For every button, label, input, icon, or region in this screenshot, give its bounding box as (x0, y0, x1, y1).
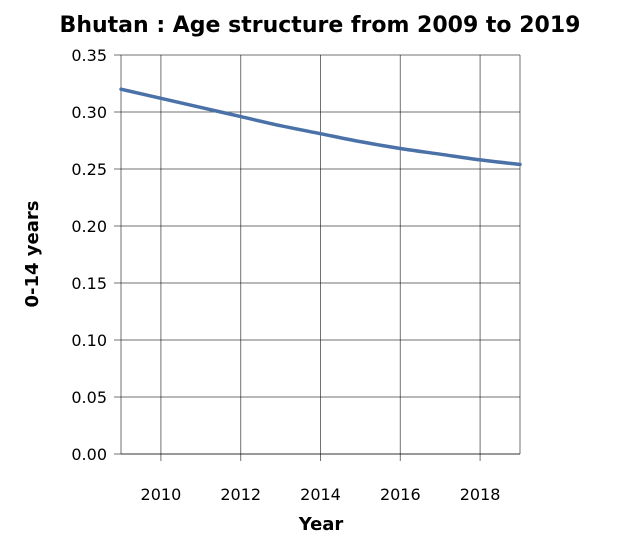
x-tick-label: 2012 (220, 485, 261, 504)
y-axis-label: 0-14 years (22, 201, 43, 308)
x-tick-label: 2014 (300, 485, 341, 504)
x-axis-ticks: 2010 2012 2014 2016 2018 (141, 485, 501, 504)
y-tick-label: 0.30 (71, 103, 107, 122)
y-tick-label: 0.20 (71, 217, 107, 236)
y-tick-label: 0.10 (71, 331, 107, 350)
gridlines (114, 54, 521, 461)
chart-title: Bhutan : Age structure from 2009 to 2019 (60, 13, 581, 38)
y-tick-label: 0.00 (71, 445, 107, 464)
y-tick-label: 0.15 (71, 274, 107, 293)
x-tick-label: 2016 (380, 485, 421, 504)
series-group (119, 87, 522, 167)
x-tick-label: 2018 (460, 485, 501, 504)
y-tick-label: 0.25 (71, 160, 107, 179)
series-line (119, 87, 522, 167)
x-axis-label: Year (298, 514, 344, 535)
x-tick-label: 2010 (141, 485, 182, 504)
y-axis-ticks: 0.00 0.05 0.10 0.15 0.20 0.25 0.30 0.35 (71, 46, 107, 464)
y-tick-label: 0.35 (71, 46, 107, 65)
y-tick-label: 0.05 (71, 388, 107, 407)
